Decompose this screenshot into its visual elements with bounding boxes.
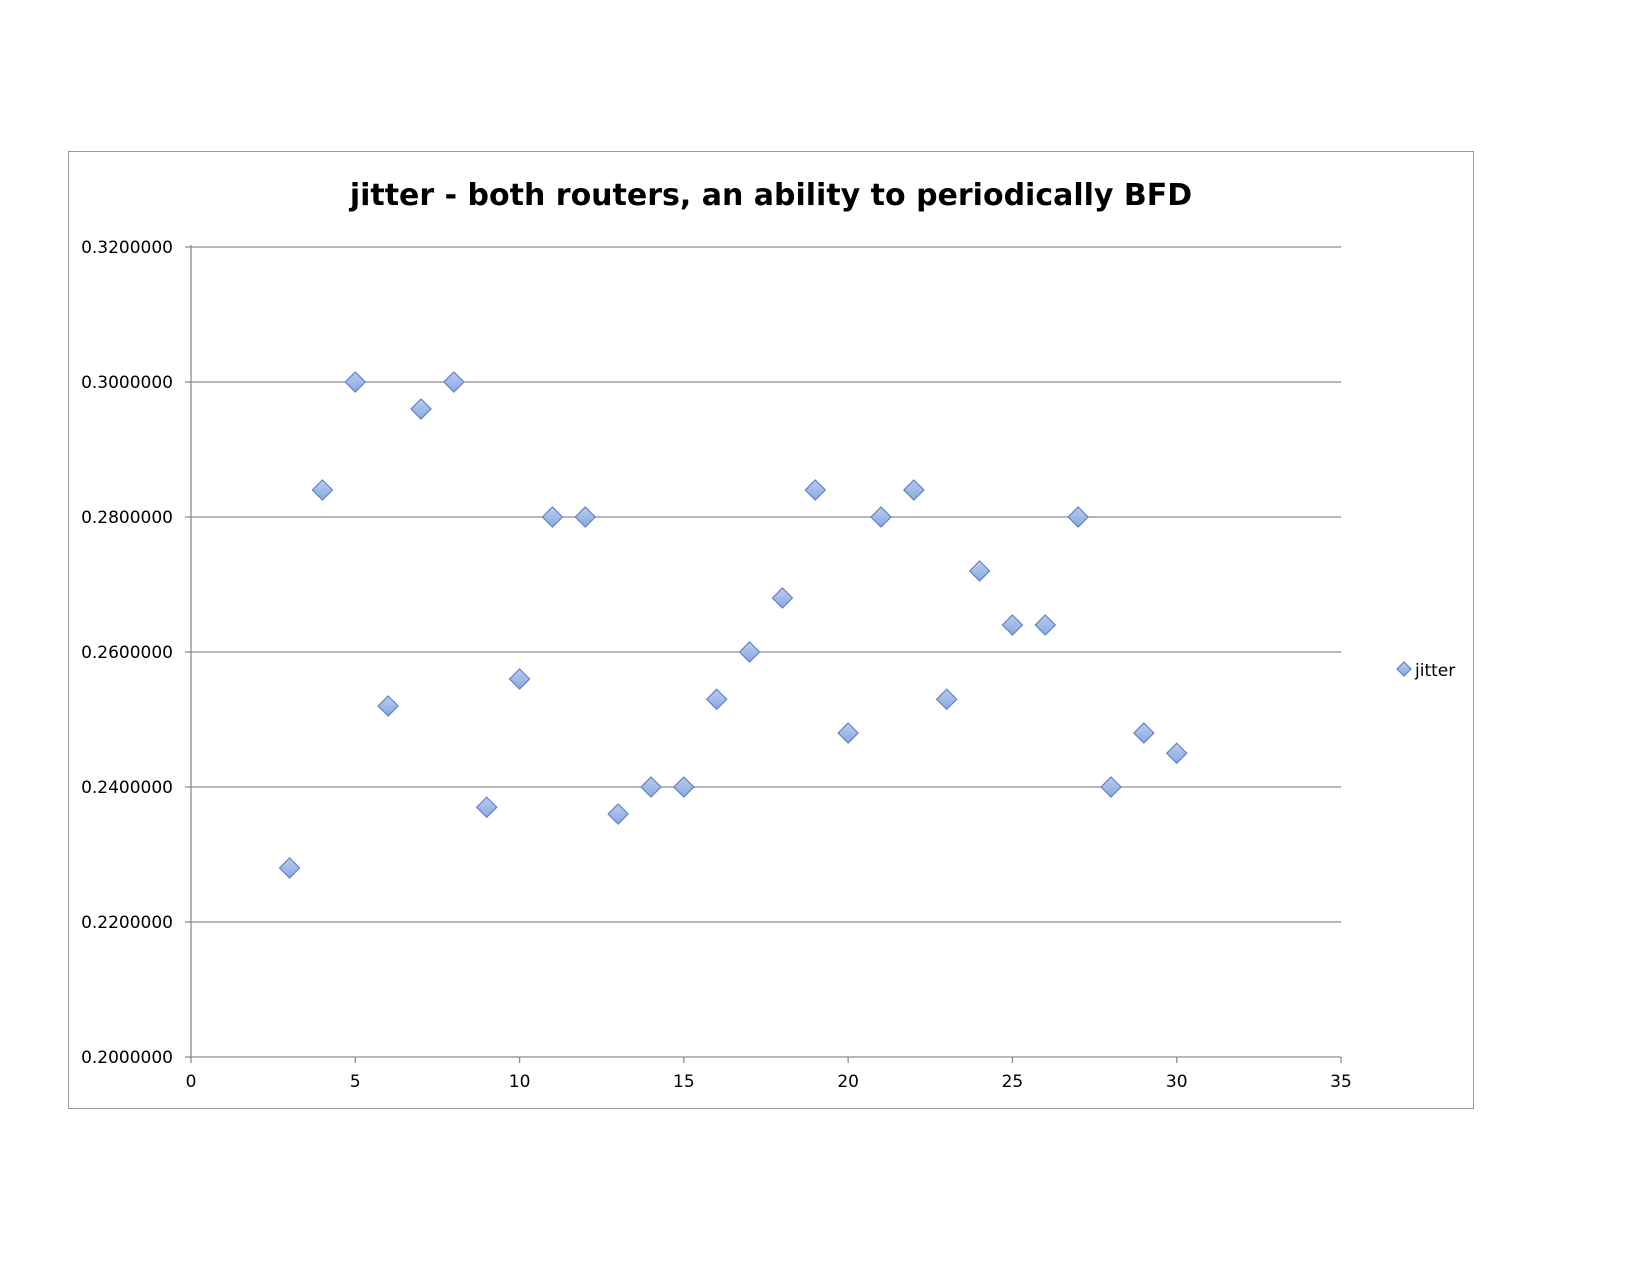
data-point: [705, 688, 728, 711]
data-point: [377, 695, 399, 717]
legend: jitter: [1396, 661, 1455, 681]
y-tick-label: 0.2800000: [81, 508, 173, 528]
data-point: [870, 506, 892, 528]
data-point: [935, 688, 958, 711]
y-axis-ticks: 0.2000000 0.2200000 0.2400000 0.2600000 0.28…: [81, 238, 191, 1068]
data-point: [804, 479, 827, 501]
y-tick-label: 0.3000000: [81, 373, 173, 393]
data-point: [1100, 776, 1122, 798]
data-point: [344, 371, 367, 393]
y-tick-label: 0.2400000: [81, 778, 173, 798]
x-tick-label: 5: [350, 1072, 361, 1092]
data-point: [1001, 614, 1024, 636]
y-tick-label: 0.2000000: [81, 1048, 173, 1068]
chart-title: jitter - both routers, an ability to per…: [349, 178, 1193, 213]
gridlines: [191, 246, 1341, 923]
data-point: [311, 479, 334, 501]
data-point: [410, 398, 432, 420]
x-tick-label: 15: [673, 1072, 695, 1092]
data-point: [607, 803, 629, 825]
data-point: [1165, 742, 1188, 765]
data-point: [771, 587, 794, 609]
axes: [190, 245, 1341, 1058]
data-point: [1034, 614, 1057, 636]
data-point: [1067, 506, 1089, 528]
chart-frame: jitter - both routers, an ability to per…: [68, 151, 1474, 1109]
data-point: [278, 857, 301, 879]
data-point: [640, 776, 662, 798]
data-point: [903, 479, 925, 501]
y-tick-label: 0.3200000: [81, 238, 173, 258]
x-tick-label: 10: [509, 1072, 531, 1092]
x-tick-label: 20: [837, 1072, 859, 1092]
legend-label: jitter: [1414, 661, 1455, 681]
data-point: [1133, 722, 1155, 744]
x-tick-label: 25: [1002, 1072, 1024, 1092]
x-axis-ticks: 0 5 10 15 20 25 30 35: [186, 1057, 1352, 1092]
data-point: [508, 668, 531, 690]
x-tick-label: 35: [1330, 1072, 1352, 1092]
x-tick-label: 0: [186, 1072, 197, 1092]
legend-marker: [1396, 661, 1412, 677]
data-point: [673, 776, 695, 798]
data-point: [968, 560, 991, 582]
data-point: [574, 506, 597, 528]
y-tick-label: 0.2600000: [81, 643, 173, 663]
x-tick-label: 30: [1166, 1072, 1188, 1092]
data-point: [443, 371, 465, 393]
y-tick-label: 0.2200000: [81, 913, 173, 933]
data-point: [837, 722, 859, 744]
data-point: [738, 641, 761, 663]
data-points: [278, 371, 1188, 879]
data-point: [541, 506, 564, 528]
data-point: [475, 796, 498, 819]
